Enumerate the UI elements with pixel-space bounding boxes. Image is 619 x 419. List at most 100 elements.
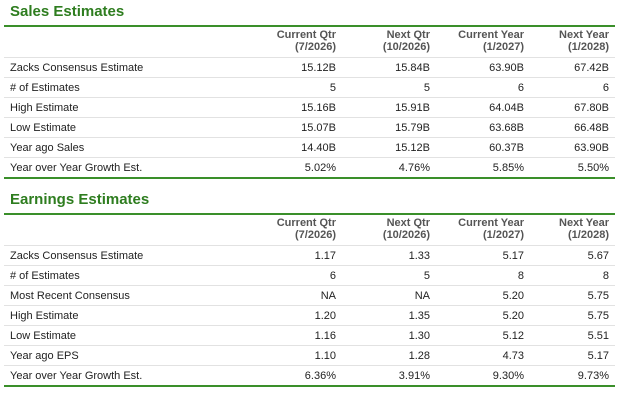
row-label: Low Estimate — [4, 117, 248, 138]
col-period: (10/2026) — [382, 41, 430, 53]
cell-value: 5.75 — [530, 285, 615, 306]
cell-value: 15.79B — [342, 117, 436, 138]
earnings-title-rule — [4, 213, 615, 215]
row-label: Zacks Consensus Estimate — [4, 57, 248, 78]
cell-value: 64.04B — [436, 97, 530, 118]
sales-estimates-table: Current Qtr (7/2026) Next Qtr (10/2026) Cu… — [4, 27, 615, 177]
cell-value: 5.67 — [530, 245, 615, 266]
earnings-estimates-table: Current Qtr (7/2026) Next Qtr (10/2026) Cu… — [4, 215, 615, 385]
col-title: Current Year — [458, 29, 524, 41]
row-label: High Estimate — [4, 305, 248, 326]
cell-value: 1.17 — [248, 245, 342, 266]
table-row: Most Recent Consensus NA NA 5.20 5.75 — [4, 285, 615, 306]
row-label: High Estimate — [4, 97, 248, 118]
table-row: Zacks Consensus Estimate 1.17 1.33 5.17 … — [4, 245, 615, 266]
col-period: (1/2028) — [568, 229, 609, 241]
earnings-col-current-qtr: Current Qtr (7/2026) — [248, 215, 342, 246]
sales-col-current-year: Current Year (1/2027) — [436, 27, 530, 58]
row-label: # of Estimates — [4, 265, 248, 286]
row-label: Zacks Consensus Estimate — [4, 245, 248, 266]
sales-header-row: Current Qtr (7/2026) Next Qtr (10/2026) Cu… — [4, 27, 615, 58]
row-label: Year over Year Growth Est. — [4, 157, 248, 177]
sales-estimates-title: Sales Estimates — [10, 3, 125, 20]
cell-value: 15.16B — [248, 97, 342, 118]
cell-value: 15.07B — [248, 117, 342, 138]
cell-value: 5.20 — [436, 285, 530, 306]
cell-value: 5.51 — [530, 325, 615, 346]
sales-title-rule — [4, 25, 615, 27]
earnings-col-next-qtr: Next Qtr (10/2026) — [342, 215, 436, 246]
table-row: Year ago Sales 14.40B 15.12B 60.37B 63.9… — [4, 137, 615, 158]
cell-value: 4.76% — [342, 157, 436, 177]
earnings-estimates-section: Earnings Estimates Current Qtr (7/2026) N… — [4, 187, 615, 387]
col-period: (1/2028) — [568, 41, 609, 53]
cell-value: 1.20 — [248, 305, 342, 326]
cell-value: 14.40B — [248, 137, 342, 158]
cell-value: NA — [342, 285, 436, 306]
cell-value: 63.68B — [436, 117, 530, 138]
row-label: Low Estimate — [4, 325, 248, 346]
cell-value: 6 — [248, 265, 342, 286]
row-label: Year over Year Growth Est. — [4, 365, 248, 385]
cell-value: 5 — [342, 265, 436, 286]
cell-value: 5 — [342, 77, 436, 98]
cell-value: 5.17 — [530, 345, 615, 366]
earnings-header-blank — [4, 215, 248, 246]
col-title: Next Year — [559, 29, 609, 41]
cell-value: 6.36% — [248, 365, 342, 385]
cell-value: 1.10 — [248, 345, 342, 366]
earnings-bottom-rule — [4, 385, 615, 387]
col-period: (10/2026) — [382, 229, 430, 241]
sales-col-current-qtr: Current Qtr (7/2026) — [248, 27, 342, 58]
table-row: High Estimate 1.20 1.35 5.20 5.75 — [4, 305, 615, 326]
col-title: Next Year — [559, 217, 609, 229]
table-row: # of Estimates 5 5 6 6 — [4, 77, 615, 98]
table-row: High Estimate 15.16B 15.91B 64.04B 67.80… — [4, 97, 615, 118]
cell-value: 63.90B — [530, 137, 615, 158]
cell-value: 66.48B — [530, 117, 615, 138]
earnings-estimates-title: Earnings Estimates — [10, 191, 150, 208]
section-spacer — [0, 179, 619, 187]
cell-value: 1.16 — [248, 325, 342, 346]
table-row: # of Estimates 6 5 8 8 — [4, 265, 615, 286]
col-period: (7/2026) — [295, 229, 336, 241]
cell-value: 1.28 — [342, 345, 436, 366]
cell-value: 6 — [436, 77, 530, 98]
row-label: Most Recent Consensus — [4, 285, 248, 306]
earnings-col-next-year: Next Year (1/2028) — [530, 215, 615, 246]
col-period: (1/2027) — [483, 229, 524, 241]
cell-value: 1.30 — [342, 325, 436, 346]
cell-value: 1.35 — [342, 305, 436, 326]
sales-bottom-rule — [4, 177, 615, 179]
table-row: Year over Year Growth Est. 6.36% 3.91% 9… — [4, 365, 615, 385]
cell-value: 63.90B — [436, 57, 530, 78]
cell-value: 8 — [530, 265, 615, 286]
table-row: Low Estimate 15.07B 15.79B 63.68B 66.48B — [4, 117, 615, 138]
table-row: Low Estimate 1.16 1.30 5.12 5.51 — [4, 325, 615, 346]
cell-value: 15.12B — [342, 137, 436, 158]
row-label: Year ago Sales — [4, 137, 248, 158]
cell-value: 5.20 — [436, 305, 530, 326]
earnings-col-current-year: Current Year (1/2027) — [436, 215, 530, 246]
cell-value: 67.42B — [530, 57, 615, 78]
cell-value: NA — [248, 285, 342, 306]
cell-value: 5.02% — [248, 157, 342, 177]
sales-estimates-section: Sales Estimates Current Qtr (7/2026) Next… — [4, 0, 615, 179]
col-title: Current Qtr — [276, 217, 336, 229]
cell-value: 60.37B — [436, 137, 530, 158]
cell-value: 5.17 — [436, 245, 530, 266]
cell-value: 3.91% — [342, 365, 436, 385]
col-title: Next Qtr — [386, 217, 430, 229]
cell-value: 5.85% — [436, 157, 530, 177]
cell-value: 1.33 — [342, 245, 436, 266]
table-row: Year ago EPS 1.10 1.28 4.73 5.17 — [4, 345, 615, 366]
sales-col-next-qtr: Next Qtr (10/2026) — [342, 27, 436, 58]
cell-value: 9.73% — [530, 365, 615, 385]
sales-header-blank — [4, 27, 248, 58]
cell-value: 15.91B — [342, 97, 436, 118]
row-label: # of Estimates — [4, 77, 248, 98]
sales-col-next-year: Next Year (1/2028) — [530, 27, 615, 58]
cell-value: 6 — [530, 77, 615, 98]
cell-value: 15.84B — [342, 57, 436, 78]
cell-value: 5.75 — [530, 305, 615, 326]
